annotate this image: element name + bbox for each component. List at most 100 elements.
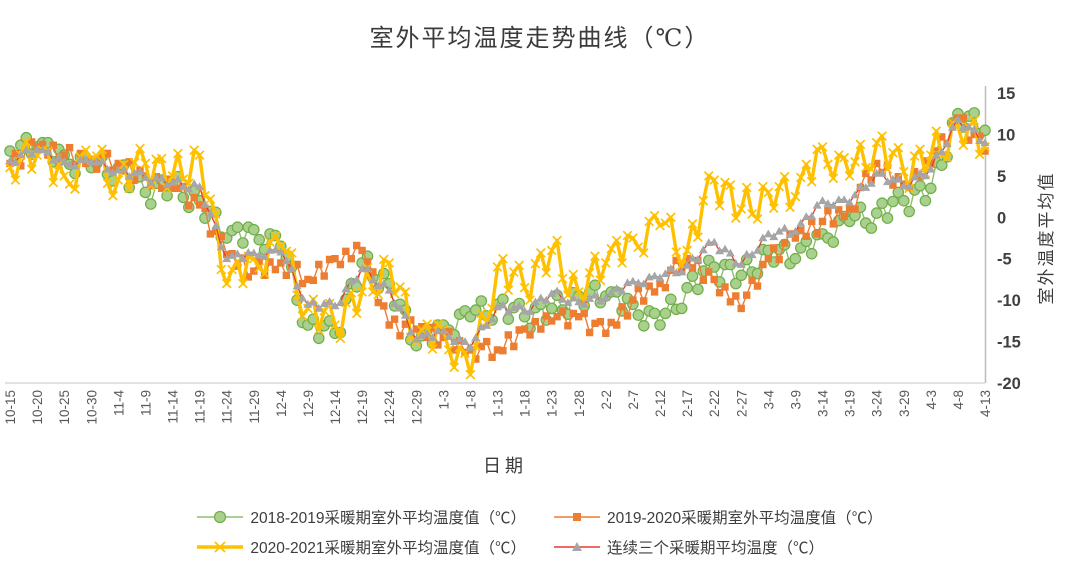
legend-item-2018-2019: 2018-2019采暖期室外平均温度值（℃） (197, 506, 526, 528)
x-tick-label: 2-27 (734, 390, 749, 417)
circle-marker-icon (924, 182, 937, 195)
x-tick-label: 1-3 (436, 390, 451, 410)
x-tick-label: 1-8 (463, 390, 478, 410)
circle-marker-icon (935, 159, 948, 171)
circle-marker-icon (502, 313, 515, 325)
circle-marker-icon (914, 180, 926, 192)
series-0 (4, 107, 991, 352)
x-tick-label: 3-14 (816, 390, 831, 418)
x-tick-label: 1-23 (545, 390, 560, 417)
y-tick-label: 5 (997, 168, 1006, 186)
y-tick-labels: 15 10 5 0 -5 -10 -15 -20 (997, 85, 1021, 393)
x-tick-label: 1-18 (518, 390, 533, 417)
circle-marker-icon (876, 197, 888, 209)
legend-item-average: 连续三个采暖期平均温度（℃） (554, 536, 883, 558)
legend: 2018-2019采暖期室外平均温度值（℃） 2019-2020采暖期室外平均温… (0, 506, 1080, 558)
y-tick-label: -20 (997, 375, 1021, 393)
circle-marker-icon (729, 277, 742, 290)
x-tick-label: 12-19 (355, 390, 370, 425)
circle-marker-icon (892, 186, 905, 199)
legend-item-2019-2020: 2019-2020采暖期室外平均温度值（℃） (554, 506, 883, 528)
circle-marker-icon (735, 269, 748, 282)
circle-marker-icon (664, 293, 677, 306)
circle-marker-icon (897, 194, 910, 207)
series-1 (6, 114, 989, 363)
triangle-markers-icon (5, 115, 990, 351)
circle-marker-icon (545, 302, 558, 315)
x-tick-label: 10-30 (84, 390, 99, 425)
x-tick-label: 10-15 (3, 390, 18, 425)
circle-marker-icon (692, 283, 704, 296)
legend-marker-square-icon (554, 509, 600, 525)
circle-marker-icon (659, 307, 672, 320)
circle-marker-icon (145, 198, 157, 210)
legend-item-2020-2021: 2020-2021采暖期室外平均温度值（℃） (197, 536, 526, 558)
y-tick-label: 10 (997, 126, 1015, 144)
x-tick-label: 11-4 (111, 390, 126, 417)
x-tick-label: 12-14 (328, 390, 343, 425)
circle-marker-icon (919, 194, 932, 207)
legend-label-2019-2020: 2019-2020采暖期室外平均温度值（℃） (607, 510, 883, 527)
legend-label-2018-2019: 2018-2019采暖期室外平均温度值（℃） (250, 510, 526, 527)
x-tick-label: 11-14 (166, 390, 181, 424)
x-tick-label: 3-29 (897, 390, 912, 417)
x-tick-label: 4-8 (951, 390, 966, 410)
y-tick-label: -10 (997, 292, 1021, 310)
circle-marker-icon (648, 307, 661, 320)
legend-marker-triangle-icon (554, 539, 600, 555)
circle-marker-icon (805, 247, 818, 260)
x-tick-label: 1-28 (572, 390, 587, 417)
x-tick-label: 1-13 (491, 390, 506, 417)
y-tick-label: 0 (997, 209, 1006, 227)
temperature-line-chart: 15 10 5 0 -5 -10 -15 -20 室外温度平均值 10-15 10 -20 10-25 1… (3, 85, 1056, 425)
series-3 (5, 115, 990, 351)
circle-marker-icon (686, 270, 699, 282)
circle-marker-icon (312, 332, 325, 345)
x-tick-label: 4-13 (978, 390, 993, 417)
circle-marker-icon (789, 252, 802, 265)
circle-marker-icon (161, 189, 173, 202)
circle-marker-icon (632, 309, 645, 321)
x-axis-title: 日期 (483, 456, 527, 476)
y-tick-label: 15 (997, 85, 1015, 103)
circle-marker-icon (968, 107, 980, 119)
circle-marker-icon (654, 319, 666, 331)
series-0-line (9, 112, 986, 347)
chart-title: 室外平均温度走势曲线（℃） (369, 24, 711, 52)
x-tick-label: 2-12 (653, 390, 668, 417)
series-2 (5, 115, 990, 380)
circle-marker-icon (870, 207, 883, 219)
x-tick-label: 12-4 (274, 390, 289, 418)
x-tick-labels: 10-15 10-20 10-25 10-30 11-4 11-9 11-14 11-19 11… (3, 390, 993, 425)
x-tick-label: 2-17 (680, 390, 695, 417)
x-tick-label: 3-4 (761, 390, 776, 410)
circle-marker-icon (637, 319, 650, 332)
x-tick-label: 2-7 (626, 390, 641, 410)
circle-marker-icon (881, 212, 894, 224)
y-tick-label: -15 (997, 334, 1021, 352)
circle-marker-icon (231, 221, 244, 233)
x-markers-icon (5, 115, 990, 380)
circle-marker-icon (475, 295, 488, 307)
circle-marker-icon (248, 223, 260, 236)
x-tick-label: 12-9 (301, 390, 316, 417)
y-tick-label: -5 (997, 251, 1012, 269)
x-tick-label: 2-22 (707, 390, 722, 417)
x-tick-label: 11-19 (193, 390, 208, 424)
circle-marker-icon (675, 302, 688, 315)
x-tick-label: 3-9 (788, 390, 803, 410)
circle-marker-icon (237, 237, 249, 249)
circle-marker-icon (469, 304, 482, 316)
legend-marker-circle-icon (197, 509, 244, 525)
x-tick-label: 11-24 (220, 390, 235, 424)
x-tick-label: 3-24 (870, 390, 885, 418)
y-axis-title: 室外温度平均值 (1037, 172, 1056, 305)
x-tick-label: 11-9 (138, 390, 153, 416)
circle-marker-icon (681, 281, 693, 294)
legend-label-2020-2021: 2020-2021采暖期室外平均温度值（℃） (250, 540, 526, 557)
x-tick-label: 10-25 (57, 390, 72, 425)
square-markers-icon (6, 114, 989, 363)
circle-marker-icon (903, 205, 915, 218)
x-tick-label: 11-29 (247, 390, 262, 424)
